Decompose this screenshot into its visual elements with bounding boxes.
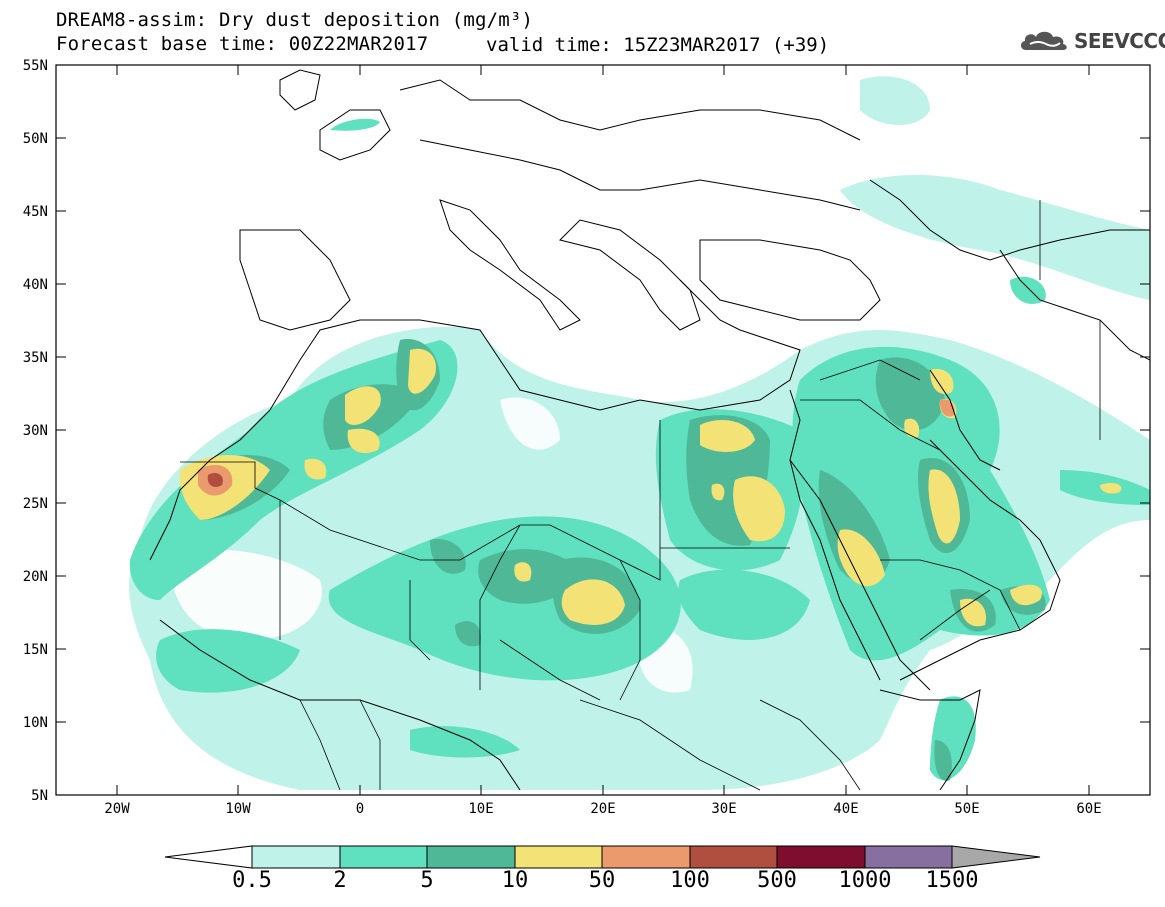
colorbar-level-label: 10: [501, 868, 529, 893]
lon-label: 50E: [954, 801, 979, 817]
lon-label: 30E: [711, 801, 736, 817]
dust-field: [129, 76, 1150, 790]
lat-axis: 55N 50N 45N 40N 35N 30N 25N 20N 15N 10N …: [23, 58, 1150, 804]
lat-label: 55N: [23, 58, 48, 74]
colorbar-swatch: [601, 845, 691, 869]
colorbar-level-label: 5: [420, 868, 434, 893]
lat-label: 45N: [23, 204, 48, 220]
colorbar-swatch: [864, 845, 953, 869]
forecast-base-time: Forecast base time: 00Z22MAR2017: [56, 33, 429, 55]
colorbar-low-arrow: [164, 845, 253, 869]
lat-label: 40N: [23, 277, 48, 293]
lon-axis: 20W 10W 0 10E 20E 30E 40E 50E 60E: [104, 65, 1102, 817]
lat-label: 35N: [23, 350, 48, 366]
lon-label: 10E: [468, 801, 493, 817]
lon-label: 60E: [1076, 801, 1101, 817]
lat-label: 50N: [23, 131, 48, 147]
lon-label: 40E: [833, 801, 858, 817]
colorbar-swatch: [689, 845, 778, 869]
seevccc-logo: SEEVCCC: [1018, 28, 1165, 54]
lat-label: 20N: [23, 569, 48, 585]
lon-label: 20E: [590, 801, 615, 817]
lon-label: 0: [356, 801, 364, 817]
lon-label: 20W: [104, 801, 130, 817]
valid-time: valid time: 15Z23MAR2017 (+39): [486, 34, 830, 56]
lat-label: 10N: [23, 715, 48, 731]
colorbar-level-label: 0.5: [232, 868, 272, 893]
colorbar-level-label: 500: [757, 868, 797, 893]
colorbar-level-label: 2: [333, 868, 347, 893]
lat-label: 15N: [23, 642, 48, 658]
lat-label: 25N: [23, 496, 48, 512]
colorbar-swatch: [339, 845, 428, 869]
colorbar: [164, 845, 1041, 869]
map-title: DREAM8-assim: Dry dust deposition (mg/m³…: [56, 9, 534, 31]
borders: [180, 200, 1101, 791]
colorbar-level-label: 1500: [925, 868, 979, 893]
colorbar-swatch: [426, 845, 516, 869]
colorbar-high-arrow: [951, 845, 1041, 869]
colorbar-level-label: 1000: [838, 868, 892, 893]
lon-label: 10W: [225, 801, 251, 817]
colorbar-level-label: 100: [670, 868, 710, 893]
cloud-icon: [1020, 31, 1067, 50]
lat-label: 30N: [23, 423, 48, 439]
logo-text: SEEVCCC: [1074, 29, 1165, 53]
lat-label: 5N: [31, 788, 48, 804]
colorbar-swatch: [251, 845, 341, 869]
colorbar-level-label: 50: [588, 868, 616, 893]
colorbar-swatch: [514, 845, 603, 869]
colorbar-swatch: [776, 845, 866, 869]
